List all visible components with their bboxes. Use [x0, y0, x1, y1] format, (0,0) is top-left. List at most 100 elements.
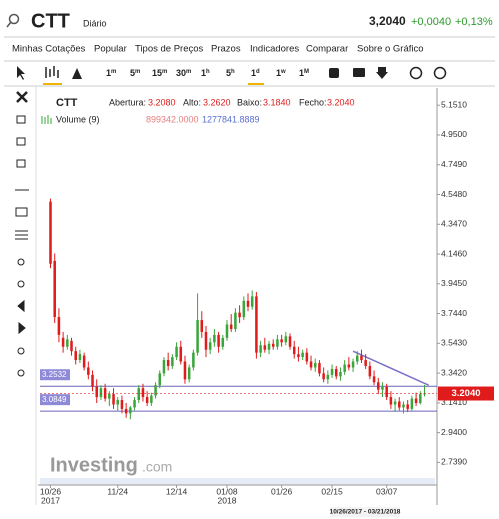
tool-icon[interactable] — [16, 137, 26, 146]
candle-body — [305, 352, 309, 362]
candle-body — [297, 354, 300, 358]
candle-body — [166, 360, 170, 366]
timeframe-unit: w — [280, 69, 286, 75]
candle-body — [82, 355, 86, 368]
candle-body — [70, 340, 73, 352]
candle-body — [334, 368, 338, 377]
candle-body — [242, 300, 246, 318]
menu-item[interactable]: Indicadores — [250, 44, 299, 55]
menu-item[interactable]: Prazos — [211, 44, 241, 55]
candle-body — [372, 376, 376, 383]
candle-body — [192, 352, 195, 368]
legend: CTT Abertura: 3.2080 Alto: 3.2620 Baixo: 3.18… — [41, 97, 355, 124]
volume-icon — [41, 115, 52, 124]
candle-body — [351, 361, 355, 368]
search-icon — [6, 21, 12, 28]
candle-body — [141, 388, 145, 398]
candle-body — [78, 354, 82, 361]
tool-icon[interactable] — [16, 115, 26, 124]
watermark-suffix: .com — [142, 459, 172, 475]
candle-body — [120, 400, 124, 409]
timeframe-number: 5 — [130, 68, 135, 78]
tool-icon[interactable] — [18, 321, 26, 335]
timeframe[interactable]: 30m — [176, 68, 191, 78]
timeframe-number: 30 — [176, 68, 186, 78]
menu-item[interactable]: Tipos de Preços — [135, 44, 204, 55]
range-box — [330, 507, 400, 517]
timeframe[interactable]: 15m — [152, 68, 167, 78]
tool-icon[interactable] — [17, 347, 25, 355]
candle-body — [292, 346, 296, 355]
timeframe-unit: m — [135, 69, 140, 75]
x-tick-label: 02/15 — [321, 486, 343, 496]
tool-icon[interactable] — [17, 299, 25, 313]
candle-body — [414, 398, 418, 403]
menu-item[interactable]: Comparar — [306, 44, 348, 55]
candle-body — [112, 394, 115, 405]
timeframe[interactable]: 1m — [106, 68, 116, 78]
candle-body — [133, 400, 136, 408]
cursor-icon[interactable] — [17, 66, 25, 80]
menu-item[interactable]: Sobre o Gráfico — [357, 44, 424, 55]
candle-body — [322, 373, 325, 380]
candle-body — [347, 364, 351, 368]
x-tick-label: 03/07 — [376, 486, 398, 496]
y-tick-label: 2.7390 — [441, 457, 467, 467]
y-tick-label: 3.1410 — [441, 397, 467, 407]
legend-label: Fecho: — [299, 97, 327, 107]
timeframe-unit: m — [162, 69, 167, 75]
candle-body — [137, 388, 141, 401]
close-icon[interactable] — [16, 91, 28, 103]
candle-body — [313, 363, 317, 368]
last-price-label: 3.2040 — [451, 388, 480, 399]
candle-body — [213, 334, 216, 343]
candle-body — [364, 360, 367, 366]
change: +0,0040 — [411, 16, 451, 28]
menu-item[interactable]: Minhas Cotações — [12, 44, 86, 55]
candle-body — [229, 324, 233, 329]
candle-body — [95, 386, 98, 398]
tool-icon[interactable] — [15, 230, 28, 240]
tool-icon[interactable] — [17, 280, 25, 288]
area-type-icon[interactable] — [72, 68, 82, 79]
candle-body — [53, 260, 56, 318]
watermark: Investing .com — [50, 454, 172, 476]
tool-icons[interactable] — [329, 66, 447, 80]
candle-body — [66, 339, 69, 347]
timeframe[interactable]: 5h — [226, 68, 235, 78]
candle-body — [158, 373, 162, 386]
candle-body — [309, 361, 313, 368]
y-tick-label: 4.3470 — [441, 219, 467, 229]
candle-body — [225, 324, 229, 338]
candle-body — [276, 339, 279, 347]
timeframe[interactable]: 1h — [201, 68, 210, 78]
watermark-brand: Investing — [50, 454, 138, 476]
menu-item[interactable]: Popular — [94, 44, 127, 55]
tool-icon[interactable] — [15, 207, 28, 217]
timeframe[interactable]: 1w — [276, 68, 286, 78]
candle-type-icon[interactable] — [45, 66, 59, 78]
tool-icon[interactable] — [17, 369, 25, 377]
timeframe[interactable]: 1M — [299, 68, 309, 78]
tool-icon[interactable] — [16, 159, 26, 168]
candle-body — [393, 401, 397, 405]
candle-body — [368, 365, 372, 377]
legend-label: Abertura: — [109, 97, 146, 107]
legend-value: 3.2620 — [203, 97, 231, 107]
timeframe-number: 5 — [226, 68, 231, 78]
candle-body — [204, 331, 208, 350]
header: CTT Diário 3,2040 +0,0040 +0,13% — [6, 10, 493, 32]
y-tick-label: 3.5430 — [441, 338, 467, 348]
period: Diário — [83, 18, 107, 28]
timeframe[interactable]: 1d — [251, 68, 260, 78]
tool-icon[interactable] — [17, 258, 25, 266]
candle-body — [154, 385, 157, 396]
legend-label: Baixo: — [237, 97, 262, 107]
candle-body — [330, 368, 334, 375]
y-tick-label: 3.9450 — [441, 278, 467, 288]
candle-body — [175, 346, 178, 358]
candle-body — [91, 374, 94, 387]
timeframe[interactable]: 5m — [130, 68, 140, 78]
search-icon[interactable] — [8, 13, 20, 25]
